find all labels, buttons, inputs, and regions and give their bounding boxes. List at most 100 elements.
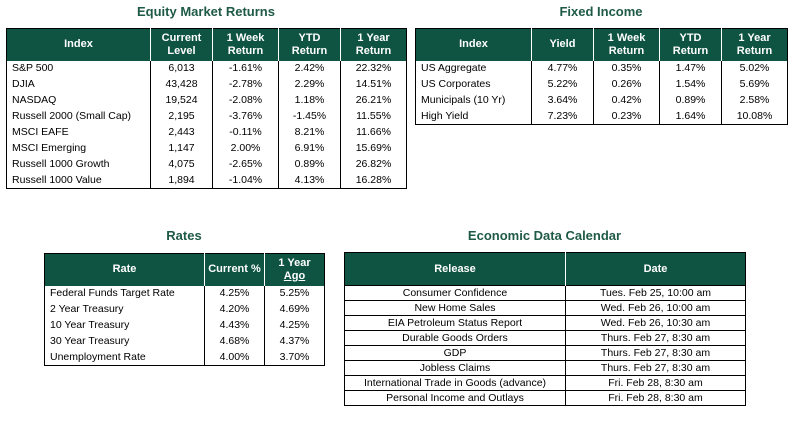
year-return-cell: 5.02% <box>721 60 788 77</box>
year-return-cell: 11.66% <box>340 124 407 141</box>
year-return-cell: 15.69% <box>340 140 407 157</box>
equity-section-title: Equity Market Returns <box>137 4 275 19</box>
calendar-header-date: Date <box>565 252 746 286</box>
equity-header-ytd-return: YTD Return <box>278 28 341 61</box>
release-date-cell: Thurs. Feb 27, 8:30 am <box>565 360 746 376</box>
index-name-cell: Russell 1000 Growth <box>12 158 110 170</box>
ytd-return-cell: -1.45% <box>278 108 341 125</box>
current-level-cell: 1,894 <box>150 172 213 189</box>
release-name-cell: Personal Income and Outlays <box>344 390 566 406</box>
week-return-cell: -1.61% <box>212 60 279 77</box>
release-date-cell: Wed. Feb 26, 10:00 am <box>565 300 746 316</box>
ytd-return-cell: 2.29% <box>278 76 341 93</box>
ytd-return-cell: 6.91% <box>278 140 341 157</box>
release-name-cell: New Home Sales <box>344 300 566 316</box>
table-row: Durable Goods Orders Thurs. Feb 27, 8:30… <box>344 330 746 346</box>
table-row: Consumer Confidence Tues. Feb 25, 10:00 … <box>344 285 746 301</box>
table-row: S&P 500 6,013 -1.61% 2.42% 22.32% <box>7 60 407 77</box>
fixed-income-section-title: Fixed Income <box>559 4 643 19</box>
year-return-cell: 16.28% <box>340 172 407 189</box>
ytd-return-cell: 0.89% <box>278 156 341 173</box>
week-return-cell: 0.23% <box>593 108 660 125</box>
rate-name-cell: 10 Year Treasury <box>50 319 130 331</box>
table-row: US Corporates 5.22% 0.26% 1.54% 5.69% <box>416 76 788 93</box>
release-date-cell: Thurs. Feb 27, 8:30 am <box>565 330 746 346</box>
yield-cell: 3.64% <box>531 92 594 109</box>
ytd-return-cell: 4.13% <box>278 172 341 189</box>
index-name-cell: US Aggregate <box>421 62 487 74</box>
calendar-header-release: Release <box>344 252 566 286</box>
week-return-cell: 2.00% <box>212 140 279 157</box>
index-name-cell: DJIA <box>12 78 35 90</box>
rates-header-row: Rate Current % 1 Year Ago <box>44 253 325 286</box>
ytd-return-cell: 1.47% <box>659 60 722 77</box>
current-rate-cell: 4.43% <box>204 317 265 334</box>
equity-header-row: Index Current Level 1 Week Return YTD Re… <box>6 28 407 61</box>
current-level-cell: 4,075 <box>150 156 213 173</box>
calendar-section-title: Economic Data Calendar <box>467 228 622 243</box>
table-row: Russell 1000 Value 1,894 -1.04% 4.13% 16… <box>7 172 407 189</box>
release-date-cell: Wed. Feb 26, 10:30 am <box>565 315 746 331</box>
index-name-cell: MSCI EAFE <box>12 126 69 138</box>
table-row: 2 Year Treasury 4.20% 4.69% <box>45 301 325 318</box>
fixed-income-table: Index Yield 1 Week Return YTD Return 1 Y… <box>415 28 788 125</box>
ytd-return-cell: 2.42% <box>278 60 341 77</box>
release-name-cell: Consumer Confidence <box>344 285 566 301</box>
current-level-cell: 1,147 <box>150 140 213 157</box>
table-row: 30 Year Treasury 4.68% 4.37% <box>45 333 325 350</box>
index-name-cell: Municipals (10 Yr) <box>421 94 506 106</box>
equity-header-current-level: Current Level <box>150 28 213 61</box>
release-name-cell: EIA Petroleum Status Report <box>344 315 566 331</box>
current-level-cell: 6,013 <box>150 60 213 77</box>
ytd-return-cell: 1.64% <box>659 108 722 125</box>
year-return-cell: 10.08% <box>721 108 788 125</box>
yield-cell: 4.77% <box>531 60 594 77</box>
rate-name-cell: Federal Funds Target Rate <box>50 287 175 299</box>
rates-header-rate: Rate <box>44 253 205 286</box>
week-return-cell: -1.04% <box>212 172 279 189</box>
release-date-cell: Fri. Feb 28, 8:30 am <box>565 390 746 406</box>
week-return-cell: 0.42% <box>593 92 660 109</box>
table-row: Jobless Claims Thurs. Feb 27, 8:30 am <box>344 360 746 376</box>
table-row: DJIA 43,428 -2.78% 2.29% 14.51% <box>7 76 407 93</box>
index-name-cell: MSCI Emerging <box>12 142 87 154</box>
table-row: GDP Thurs. Feb 27, 8:30 am <box>344 345 746 361</box>
table-row: Personal Income and Outlays Fri. Feb 28,… <box>344 390 746 406</box>
year-return-cell: 26.82% <box>340 156 407 173</box>
index-name-cell: S&P 500 <box>12 62 54 74</box>
rates-header-current: Current % <box>204 253 265 286</box>
current-level-cell: 19,524 <box>150 92 213 109</box>
fixed-income-header-index: Index <box>415 28 532 61</box>
release-date-cell: Thurs. Feb 27, 8:30 am <box>565 345 746 361</box>
release-name-cell: GDP <box>344 345 566 361</box>
year-ago-rate-cell: 4.37% <box>264 333 325 350</box>
index-name-cell: NASDAQ <box>12 94 57 106</box>
equity-returns-table: Index Current Level 1 Week Return YTD Re… <box>6 28 407 189</box>
current-level-cell: 2,195 <box>150 108 213 125</box>
equity-header-1-week-return: 1 Week Return <box>212 28 279 61</box>
table-row: US Aggregate 4.77% 0.35% 1.47% 5.02% <box>416 60 788 77</box>
rate-name-cell: 30 Year Treasury <box>50 335 130 347</box>
table-row: EIA Petroleum Status Report Wed. Feb 26,… <box>344 315 746 331</box>
table-row: Russell 2000 (Small Cap) 2,195 -3.76% -1… <box>7 108 407 125</box>
yield-cell: 5.22% <box>531 76 594 93</box>
year-ago-rate-cell: 4.69% <box>264 301 325 318</box>
equity-header-index: Index <box>6 28 151 61</box>
yield-cell: 7.23% <box>531 108 594 125</box>
rate-name-cell: 2 Year Treasury <box>50 303 124 315</box>
week-return-cell: -2.65% <box>212 156 279 173</box>
table-row: High Yield 7.23% 0.23% 1.64% 10.08% <box>416 108 788 125</box>
ytd-return-cell: 1.54% <box>659 76 722 93</box>
rates-header-ago-text: Ago <box>283 269 306 282</box>
release-name-cell: Durable Goods Orders <box>344 330 566 346</box>
ytd-return-cell: 0.89% <box>659 92 722 109</box>
current-level-cell: 43,428 <box>150 76 213 93</box>
week-return-cell: 0.35% <box>593 60 660 77</box>
current-rate-cell: 4.20% <box>204 301 265 318</box>
year-ago-rate-cell: 4.25% <box>264 317 325 334</box>
current-rate-cell: 4.00% <box>204 349 265 366</box>
current-rate-cell: 4.25% <box>204 285 265 302</box>
table-row: MSCI EAFE 2,443 -0.11% 8.21% 11.66% <box>7 124 407 141</box>
week-return-cell: -2.08% <box>212 92 279 109</box>
week-return-cell: 0.26% <box>593 76 660 93</box>
